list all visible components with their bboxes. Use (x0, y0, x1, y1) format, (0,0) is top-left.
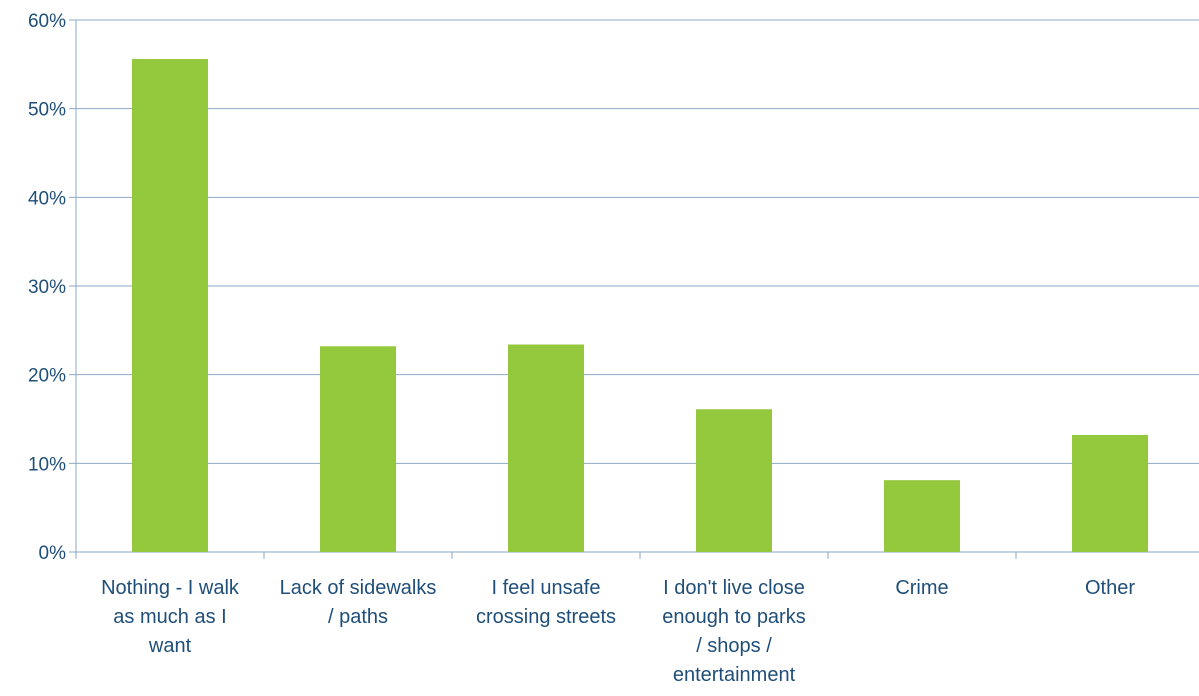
category-label-line: Lack of sidewalks (280, 577, 437, 599)
category-label: I don't live close enough to parks / shops… (662, 577, 805, 686)
y-tick-label: 50% (28, 100, 66, 121)
category-label: Nothing - I walk as much as I want (101, 577, 240, 657)
category-label-line: Nothing - I walk (101, 577, 240, 599)
y-tick-label: 0% (39, 543, 67, 564)
bar (884, 480, 960, 552)
category-label-line: want (148, 635, 192, 657)
category-label-line: I feel unsafe (492, 577, 601, 599)
category-label: I feel unsafe crossing streets (476, 577, 616, 628)
y-tick-label: 40% (28, 188, 66, 209)
category-label-line: / shops / (696, 635, 772, 657)
bars (132, 59, 1148, 552)
category-label-line: enough to parks (662, 606, 805, 628)
bar (132, 59, 208, 552)
y-tick-label: 10% (28, 454, 66, 475)
gridlines (76, 19, 1199, 464)
category-label: Other (1085, 577, 1135, 599)
category-label-line: crossing streets (476, 606, 616, 628)
category-label: Crime (895, 577, 948, 599)
bar (320, 346, 396, 552)
axes (69, 19, 1199, 559)
category-label: Lack of sidewalks / paths (280, 577, 437, 628)
bar (508, 344, 584, 552)
bar (696, 409, 772, 552)
y-tick-label: 20% (28, 366, 66, 387)
x-category-labels: Nothing - I walk as much as I want Lack of … (101, 577, 1135, 686)
bar (1072, 434, 1148, 552)
category-label-line: Crime (895, 577, 948, 599)
y-tick-labels: 0% 10% 20% 30% 40% 50% 60% (28, 11, 66, 564)
y-tick-label: 60% (28, 11, 66, 32)
category-label-line: entertainment (673, 664, 796, 686)
category-label-line: I don't live close (663, 577, 805, 599)
category-label-line: / paths (328, 606, 388, 628)
y-tick-label: 30% (28, 277, 66, 298)
category-label-line: as much as I (113, 606, 226, 628)
category-label-line: Other (1085, 577, 1135, 599)
